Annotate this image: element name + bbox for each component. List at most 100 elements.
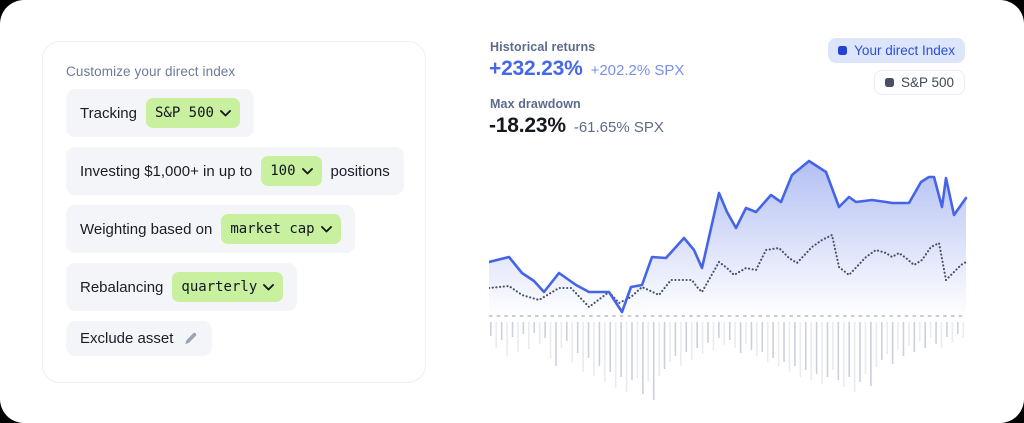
drawdown-bar: [908, 322, 910, 346]
drawdown-bar: [528, 322, 530, 349]
drawdown-bars: [490, 322, 965, 400]
chevron-down-icon: [263, 283, 275, 290]
sp500-dotted-line: [489, 233, 968, 309]
drawdown-bar: [940, 322, 943, 348]
drawdown-bar: [935, 322, 937, 344]
drawdown-bar: [533, 322, 536, 333]
row-dropdown-1[interactable]: 100: [261, 156, 322, 186]
drawdown-bar: [506, 322, 508, 356]
legend-chip-1[interactable]: S&P 500: [873, 70, 965, 95]
row-suffix-label: positions: [330, 162, 390, 180]
drawdown-bar: [647, 322, 650, 382]
max-drawdown-values: -18.23% -61.65% SPX: [489, 114, 664, 138]
drawdown-bar: [636, 322, 639, 378]
drawdown-bar: [685, 322, 688, 352]
drawdown-bar: [652, 322, 655, 400]
drawdown-bar: [538, 322, 541, 344]
drawdown-bar: [810, 322, 812, 380]
row-prefix-label: Exclude asset: [80, 330, 174, 347]
drawdown-bar: [859, 322, 861, 382]
legend-label: Your direct Index: [854, 43, 955, 58]
drawdown-bar: [663, 322, 666, 369]
chevron-down-icon: [220, 109, 231, 116]
row-dropdown-2[interactable]: market cap: [221, 214, 341, 244]
drawdown-bar: [946, 322, 948, 337]
dropdown-value: quarterly: [181, 279, 258, 295]
pencil-icon[interactable]: [183, 331, 198, 346]
drawdown-bar: [929, 322, 932, 338]
drawdown-bar: [832, 322, 834, 370]
drawdown-bar: [723, 322, 726, 345]
row-prefix-label: Weighting based on: [80, 220, 213, 238]
drawdown-bar: [658, 322, 660, 376]
customize-rows: Tracking S&P 500 Investing $1,000+ in up t…: [66, 89, 404, 356]
row-dropdown-0[interactable]: S&P 500: [145, 98, 240, 128]
performance-chart: [489, 159, 968, 400]
dropdown-value: 100: [270, 163, 296, 179]
direct-index-area: [489, 161, 966, 316]
drawdown-bar: [826, 322, 829, 377]
drawdown-bar: [522, 322, 525, 334]
drawdown-bar: [897, 322, 899, 350]
historical-returns-label: Historical returns: [490, 40, 596, 54]
drawdown-bar: [728, 322, 731, 340]
drawdown-bar: [815, 322, 818, 374]
drawdown-bar: [783, 322, 785, 362]
drawdown-bar: [913, 322, 916, 352]
legend-marker-icon: [884, 78, 894, 87]
row-prefix-label: Tracking: [80, 104, 137, 122]
row-prefix-label: Rebalancing: [80, 278, 164, 296]
drawdown-bar: [517, 322, 519, 352]
drawdown-bar: [864, 322, 867, 374]
dropdown-value: market cap: [230, 221, 315, 237]
drawdown-bar: [549, 322, 552, 358]
drawdown-bar: [593, 322, 595, 376]
drawdown-bar: [918, 322, 921, 342]
max-drawdown-value: -18.23%: [489, 114, 566, 137]
drawdown-bar: [566, 322, 568, 341]
row-dropdown-3[interactable]: quarterly: [172, 272, 284, 302]
drawdown-bar: [848, 322, 850, 377]
customize-row-0[interactable]: Tracking S&P 500: [66, 89, 254, 137]
customize-row-4[interactable]: Exclude asset: [66, 321, 213, 356]
drawdown-bar: [696, 322, 698, 348]
drawdown-bar: [587, 322, 590, 358]
chevron-down-icon: [301, 167, 313, 174]
historical-returns-benchmark: +202.2% SPX: [590, 62, 685, 79]
drawdown-bar: [886, 322, 888, 354]
drawdown-bar: [631, 322, 633, 380]
drawdown-bar: [560, 322, 563, 348]
drawdown-bar: [853, 322, 856, 392]
legend-marker-icon: [838, 46, 848, 55]
legend-chip-0[interactable]: Your direct Index: [828, 38, 965, 63]
drawdown-bar: [544, 322, 546, 338]
direct-index-line: [489, 159, 968, 314]
drawdown-bar: [604, 322, 606, 382]
dropdown-value: S&P 500: [154, 105, 214, 121]
drawdown-bar: [962, 322, 965, 338]
drawdown-bar: [804, 322, 807, 370]
max-drawdown-benchmark: -61.65% SPX: [573, 119, 664, 136]
drawdown-bar: [794, 322, 796, 366]
drawdown-bar: [500, 322, 503, 340]
card-title: Customize your direct index: [66, 64, 236, 79]
drawdown-bar: [571, 322, 574, 362]
drawdown-bar: [614, 322, 617, 388]
drawdown-bar: [821, 322, 823, 384]
drawdown-bar: [707, 322, 709, 343]
drawdown-bar: [842, 322, 845, 387]
drawdown-bar: [718, 322, 720, 338]
drawdown-bar: [951, 322, 954, 342]
customize-row-2[interactable]: Weighting based on market cap: [66, 205, 355, 253]
customize-row-1[interactable]: Investing $1,000+ in up to 100 positions: [66, 147, 404, 195]
drawdown-bar: [799, 322, 802, 377]
row-prefix-label: Investing $1,000+ in up to: [80, 162, 253, 180]
drawdown-bar: [680, 322, 682, 366]
drawdown-bar: [712, 322, 715, 350]
drawdown-bar: [777, 322, 780, 366]
drawdown-bar: [924, 322, 926, 348]
drawdown-bar: [609, 322, 612, 372]
drawdown-bar: [642, 322, 644, 394]
customize-row-3[interactable]: Rebalancing quarterly: [66, 263, 298, 311]
drawdown-bar: [902, 322, 905, 356]
